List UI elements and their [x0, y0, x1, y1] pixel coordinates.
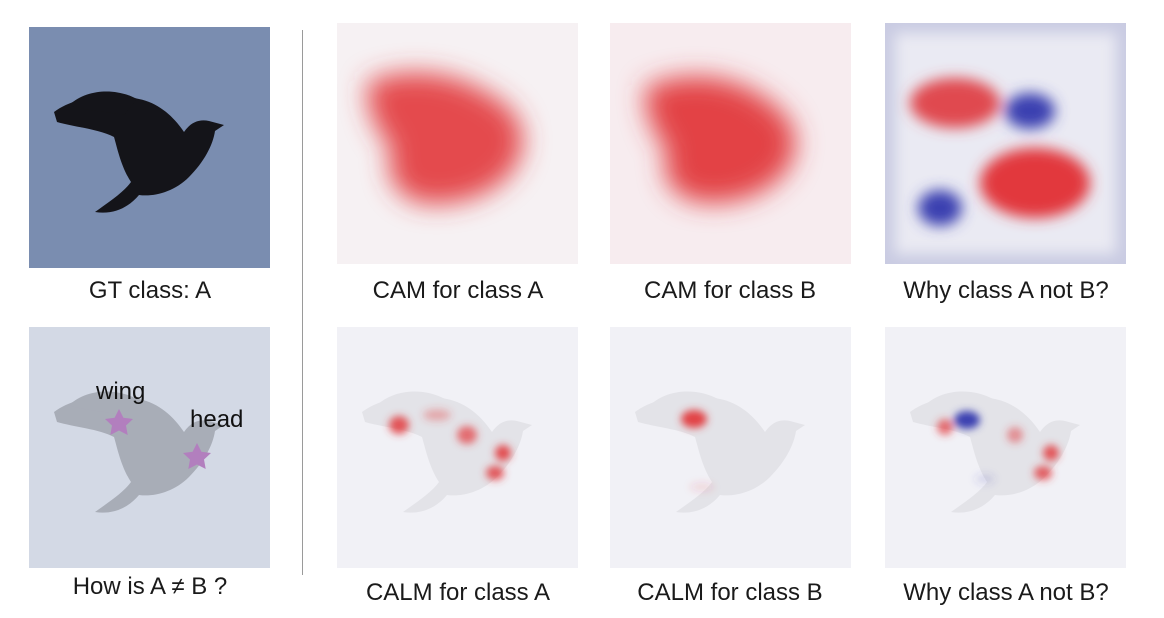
input-image-panel [29, 27, 270, 268]
head-label: head [190, 406, 243, 433]
cam-b-activation [645, 76, 796, 203]
caption-gt-class: GT class: A [88, 277, 212, 304]
calm-a-activation [389, 409, 511, 480]
head-star-icon [183, 443, 211, 469]
caption-how-differ: How is A ≠ B ? [72, 573, 228, 600]
wing-star-icon [105, 409, 133, 435]
cam-contrast-activation [910, 78, 1090, 226]
caption-cam-class-b: CAM for class B [643, 277, 817, 304]
cam-class-b-map [610, 23, 851, 264]
parts-annotation-panel: wing head [29, 327, 270, 568]
cam-class-a-map [337, 23, 578, 264]
caption-calm-class-b: CALM for class B [637, 579, 823, 606]
calm-class-b-map [610, 327, 851, 568]
vertical-divider [302, 30, 303, 575]
calm-contrast-map [885, 327, 1126, 568]
calm-b-activation [681, 410, 714, 491]
caption-cam-class-a: CAM for class A [372, 277, 544, 304]
caption-calm-why: Why class A not B? [903, 579, 1109, 606]
cam-a-activation [367, 72, 523, 204]
cam-contrast-map [885, 23, 1126, 264]
calm-contrast-activation [937, 411, 1059, 484]
caption-cam-why: Why class A not B? [903, 277, 1109, 304]
calm-class-a-map [337, 327, 578, 568]
caption-calm-class-a: CALM for class A [365, 579, 551, 606]
crow-photo [29, 27, 270, 268]
wing-label: wing [95, 378, 145, 405]
